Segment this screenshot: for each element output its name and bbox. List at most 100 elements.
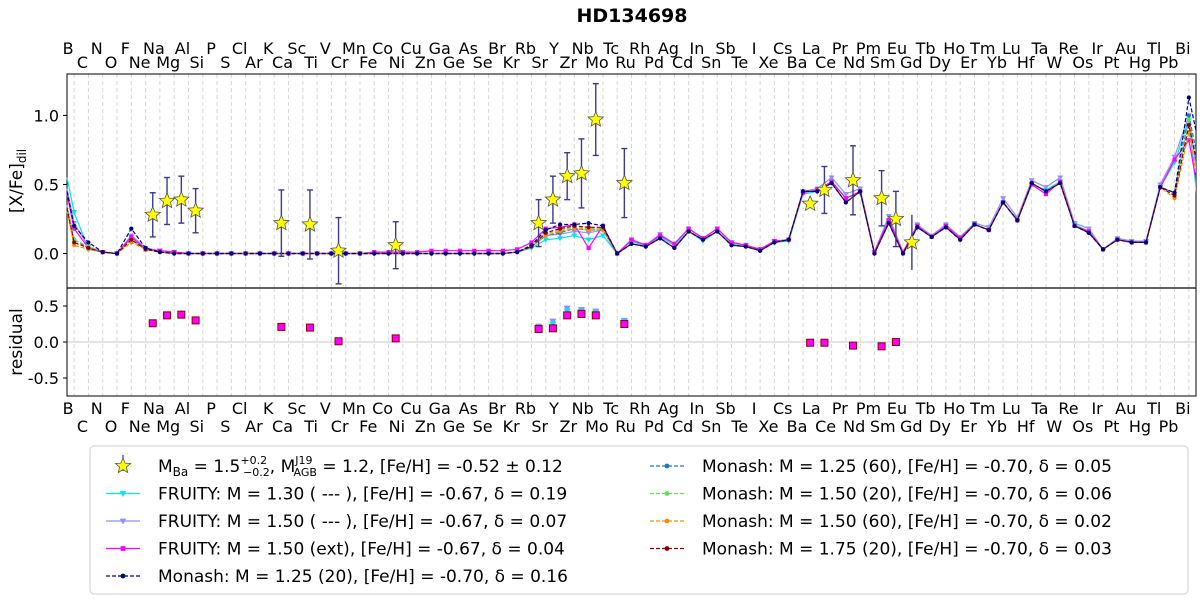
y-axis-label-subscript: dil xyxy=(15,149,29,163)
top-element-label: W xyxy=(1046,53,1062,72)
series-marker xyxy=(86,240,91,245)
top-element-label: Se xyxy=(473,53,493,72)
legend-label: FRUITY: M = 1.30 ( --- ), [Fe/H] = -0.67… xyxy=(158,485,567,505)
series-marker xyxy=(886,221,891,226)
residual-marker xyxy=(892,339,899,345)
series-marker xyxy=(529,243,534,248)
series-marker xyxy=(828,175,835,181)
legend-marker xyxy=(664,546,670,551)
series-marker xyxy=(600,223,605,228)
top-element-label: Hg xyxy=(1129,53,1151,72)
top-element-label: Tb xyxy=(915,39,936,58)
series-marker xyxy=(900,251,906,256)
top-element-label: Zr xyxy=(560,53,578,72)
top-element-label: Pm xyxy=(856,39,881,58)
top-element-label: Tm xyxy=(969,39,995,58)
bottom-element-label: Mn xyxy=(342,399,366,418)
bottom-element-label: Ta xyxy=(1030,399,1048,418)
top-element-label: Ir xyxy=(1091,39,1103,58)
observed-star xyxy=(558,167,576,184)
top-element-label: Cr xyxy=(331,53,349,72)
top-element-label: Mg xyxy=(156,53,180,72)
bottom-element-label: S xyxy=(220,417,230,436)
series-marker xyxy=(800,189,806,194)
y-tick-label: 0.0 xyxy=(34,244,59,263)
top-element-label: Ce xyxy=(815,53,836,72)
series-marker xyxy=(1186,117,1191,122)
observed-star xyxy=(301,215,319,232)
residual-panel: -0.5 0.0 0.5 residual xyxy=(7,287,1197,397)
series-marker xyxy=(1028,178,1035,184)
top-element-label: Os xyxy=(1072,53,1093,72)
series-marker xyxy=(715,226,720,231)
residual-marker xyxy=(578,310,585,317)
series-marker xyxy=(500,251,505,256)
bottom-element-label: Tb xyxy=(915,399,936,418)
legend-label: FRUITY: M = 1.50 ( --- ), [Fe/H] = -0.67… xyxy=(158,512,567,532)
top-element-label: Ag xyxy=(658,39,679,58)
legend-sup: J19 xyxy=(294,454,312,467)
bottom-element-label: Xe xyxy=(758,417,778,436)
bottom-element-label: Ce xyxy=(815,417,836,436)
bottom-element-label: Lu xyxy=(1002,399,1021,418)
series-marker xyxy=(429,248,434,253)
bottom-element-label: W xyxy=(1046,417,1062,436)
top-element-label: Fe xyxy=(359,53,377,72)
top-element-label: Co xyxy=(372,39,393,58)
top-element-label: Na xyxy=(143,39,165,58)
residual-marker xyxy=(392,335,399,342)
series-marker xyxy=(129,237,134,242)
bottom-element-label: Ti xyxy=(303,417,318,436)
series-marker xyxy=(257,251,263,256)
top-element-label: Eu xyxy=(887,39,907,58)
observed-star xyxy=(801,194,819,212)
series-marker xyxy=(529,240,534,245)
bottom-element-label: O xyxy=(105,417,118,436)
observed-star xyxy=(172,190,190,207)
top-element-label: Lu xyxy=(1002,39,1021,58)
series-marker xyxy=(815,189,820,194)
legend-label: FRUITY: M = 1.50 (ext), [Fe/H] = -0.67, … xyxy=(158,540,565,560)
bottom-element-label: Br xyxy=(488,399,506,418)
legend-marker xyxy=(120,546,126,551)
series-marker xyxy=(1186,138,1191,143)
top-element-label: Ru xyxy=(615,53,636,72)
series-marker xyxy=(315,251,320,256)
series-marker xyxy=(214,251,220,256)
top-element-label: Hf xyxy=(1017,53,1035,72)
bottom-element-label: Ho xyxy=(943,399,965,418)
top-element-label: B xyxy=(63,39,74,58)
residual-marker xyxy=(564,312,571,319)
bottom-element-label: Co xyxy=(372,399,393,418)
series-marker xyxy=(300,251,305,256)
series-marker xyxy=(243,251,248,256)
bottom-element-label: B xyxy=(63,399,74,418)
bottom-element-label: I xyxy=(752,399,757,418)
series-marker xyxy=(1101,247,1106,252)
bottom-element-label: Rb xyxy=(515,399,536,418)
top-element-label: Yb xyxy=(986,53,1007,72)
series-marker xyxy=(629,237,634,242)
y-tick-label: 0.0 xyxy=(34,333,59,352)
bottom-element-label: N xyxy=(91,399,103,418)
legend-sub: Ba xyxy=(173,465,189,479)
series-marker xyxy=(1115,237,1120,242)
legend-label: Monash: M = 1.50 (60), [Fe/H] = -0.70, δ… xyxy=(702,512,1112,532)
series-marker xyxy=(143,245,148,251)
top-element-label: Nb xyxy=(572,39,594,58)
observed-star xyxy=(329,241,348,259)
observed-star xyxy=(844,171,862,188)
top-element-label: Cs xyxy=(773,39,793,58)
bottom-element-label: Mg xyxy=(156,417,180,436)
bottom-element-label: Sb xyxy=(715,399,735,418)
legend-text: , M xyxy=(270,457,295,477)
series-marker xyxy=(357,251,363,256)
series-marker xyxy=(586,245,591,251)
bottom-element-label: Fe xyxy=(359,417,377,436)
y-axis-label: [X/Fe]dil xyxy=(7,149,29,213)
bottom-element-label: Nb xyxy=(572,399,594,418)
top-element-label: Y xyxy=(548,39,559,58)
top-element-label: Mo xyxy=(585,53,609,72)
residual-marker xyxy=(592,312,599,319)
residual-marker xyxy=(149,320,156,327)
